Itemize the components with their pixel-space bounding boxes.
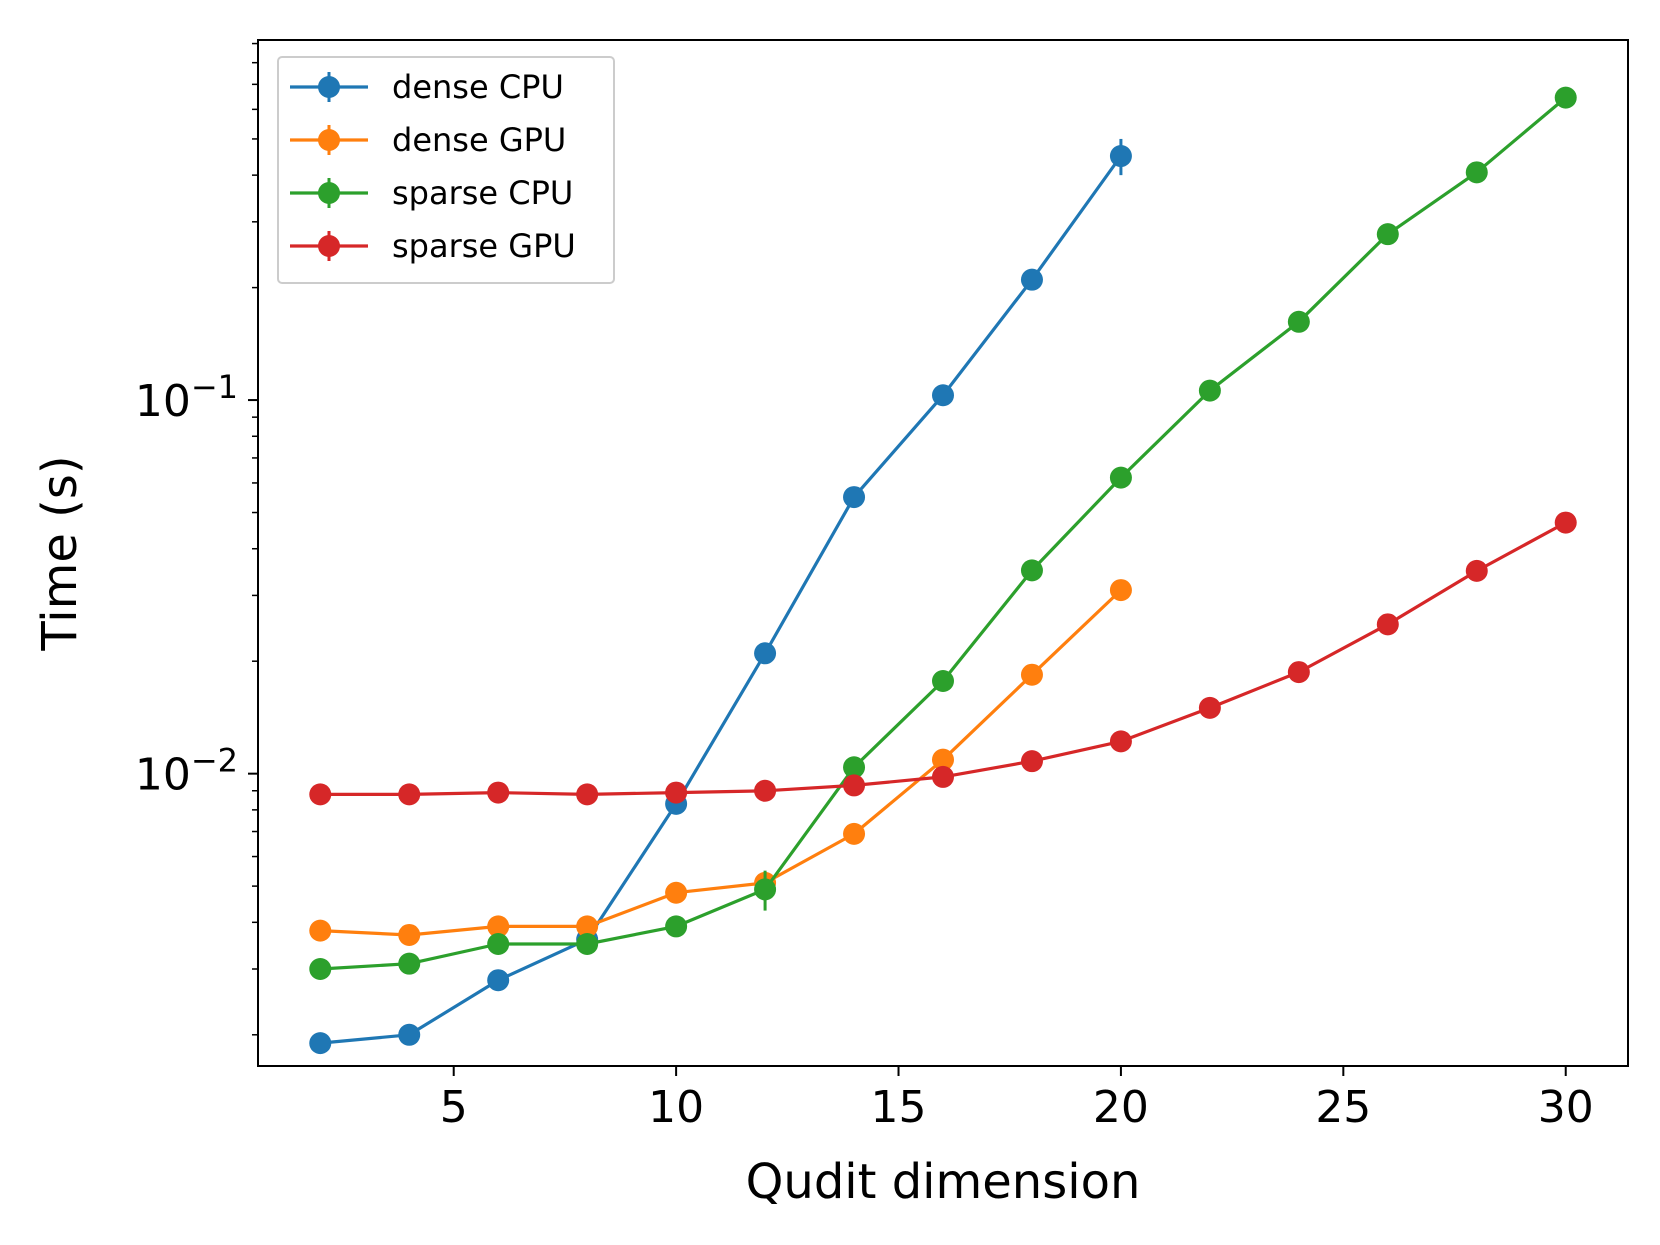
- legend-label: dense CPU: [392, 68, 564, 106]
- data-point: [1109, 579, 1132, 602]
- plot-frame: [257, 39, 1629, 1067]
- data-point: [398, 952, 421, 975]
- data-point: [487, 915, 510, 938]
- data-point: [1109, 145, 1132, 168]
- data-point: [1198, 379, 1221, 402]
- legend-entry-dense-gpu: dense GPU: [290, 121, 566, 159]
- data-point: [1465, 161, 1488, 184]
- series-dense-gpu: [309, 579, 1132, 946]
- x-tick-label: 10: [648, 1082, 704, 1133]
- data-point: [487, 969, 510, 992]
- data-point: [932, 670, 954, 693]
- data-point: [665, 881, 688, 904]
- data-point: [843, 756, 866, 779]
- data-point: [576, 783, 599, 806]
- data-point: [576, 932, 599, 955]
- series-sparse-gpu: [309, 511, 1577, 806]
- legend-entry-dense-cpu: dense CPU: [290, 68, 564, 106]
- data-point: [1020, 268, 1043, 291]
- legend-marker: [318, 235, 340, 257]
- legend-label: dense GPU: [392, 121, 566, 159]
- y-axis-label: Time (s): [32, 455, 88, 651]
- data-point: [843, 774, 866, 797]
- y-tick-label: 10−1: [135, 368, 238, 427]
- data-point: [1376, 613, 1399, 636]
- data-point: [843, 486, 866, 509]
- data-point: [665, 915, 688, 938]
- legend-entry-sparse-cpu: sparse CPU: [290, 174, 573, 212]
- data-point: [1554, 86, 1577, 109]
- data-point: [665, 781, 688, 804]
- data-point: [309, 1032, 332, 1055]
- data-point: [1287, 661, 1310, 684]
- data-point: [576, 915, 599, 938]
- data-point: [932, 748, 954, 771]
- series-layer: [309, 86, 1577, 1055]
- series-line: [320, 155, 1123, 1045]
- legend-marker: [318, 129, 340, 151]
- legend-marker: [318, 76, 340, 98]
- y-axis-ticks: 10−1 10−2: [135, 42, 258, 1036]
- data-point: [1020, 663, 1043, 686]
- data-point: [487, 781, 510, 804]
- data-point: [487, 932, 510, 955]
- data-point: [1465, 559, 1488, 582]
- data-point: [1109, 730, 1132, 753]
- data-point: [843, 822, 866, 845]
- legend-marker: [318, 182, 340, 204]
- chart-area: 5 10 15 20 25 30 10−1 10−2: [135, 39, 1629, 1133]
- x-tick-label: 25: [1315, 1082, 1371, 1133]
- legend-box: [277, 56, 615, 284]
- data-point: [1554, 511, 1577, 534]
- data-point: [754, 878, 777, 901]
- legend: dense CPU dense GPU sparse CPU sparse GP…: [277, 56, 615, 284]
- data-point: [309, 783, 332, 806]
- legend-entry-sparse-gpu: sparse GPU: [290, 227, 576, 265]
- data-point: [398, 1023, 421, 1046]
- series-line: [320, 588, 1123, 937]
- data-point: [309, 919, 332, 942]
- x-tick-label: 15: [871, 1082, 927, 1133]
- data-point: [1020, 750, 1043, 773]
- x-tick-label: 20: [1093, 1082, 1149, 1133]
- data-point: [1198, 696, 1221, 719]
- series-dense-cpu: [309, 138, 1132, 1055]
- data-point: [398, 783, 421, 806]
- data-point: [398, 923, 421, 946]
- data-point: [1020, 559, 1043, 582]
- y-tick-label: 10−2: [135, 742, 238, 801]
- legend-label: sparse GPU: [392, 227, 576, 265]
- data-point: [932, 384, 954, 407]
- data-point: [754, 779, 777, 802]
- data-point: [309, 958, 332, 981]
- data-point: [1109, 466, 1132, 489]
- legend-label: sparse CPU: [392, 174, 573, 212]
- data-point: [754, 642, 777, 665]
- data-point: [1287, 310, 1310, 333]
- x-tick-label: 5: [440, 1082, 468, 1133]
- x-tick-label: 30: [1538, 1082, 1594, 1133]
- series-sparse-cpu: [309, 86, 1577, 981]
- x-axis-ticks: 5 10 15 20 25 30: [440, 1066, 1594, 1133]
- data-point: [1376, 223, 1399, 246]
- x-axis-label: Qudit dimension: [746, 1154, 1141, 1210]
- data-point: [932, 765, 954, 788]
